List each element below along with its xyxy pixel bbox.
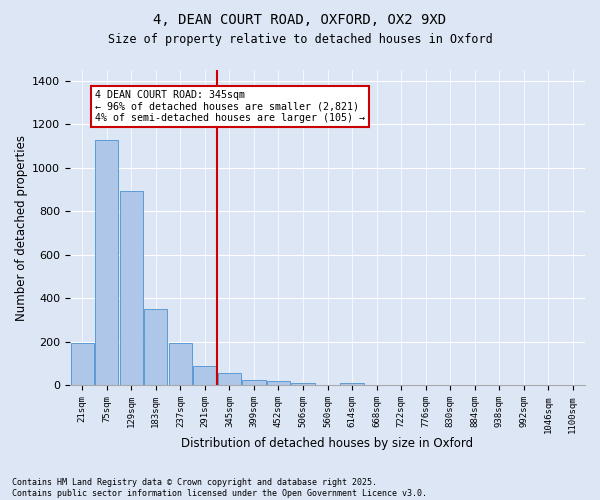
Bar — [267, 381, 290, 386]
X-axis label: Distribution of detached houses by size in Oxford: Distribution of detached houses by size … — [181, 437, 473, 450]
Bar — [169, 342, 192, 386]
Bar — [218, 373, 241, 386]
Text: 4 DEAN COURT ROAD: 345sqm
← 96% of detached houses are smaller (2,821)
4% of sem: 4 DEAN COURT ROAD: 345sqm ← 96% of detac… — [95, 90, 365, 123]
Bar — [95, 140, 118, 386]
Bar — [193, 366, 217, 386]
Text: Size of property relative to detached houses in Oxford: Size of property relative to detached ho… — [107, 32, 493, 46]
Y-axis label: Number of detached properties: Number of detached properties — [15, 134, 28, 320]
Bar — [144, 310, 167, 386]
Bar — [242, 380, 266, 386]
Bar — [71, 343, 94, 386]
Bar — [292, 382, 314, 386]
Bar — [119, 191, 143, 386]
Bar — [340, 382, 364, 386]
Text: 4, DEAN COURT ROAD, OXFORD, OX2 9XD: 4, DEAN COURT ROAD, OXFORD, OX2 9XD — [154, 12, 446, 26]
Text: Contains HM Land Registry data © Crown copyright and database right 2025.
Contai: Contains HM Land Registry data © Crown c… — [12, 478, 427, 498]
